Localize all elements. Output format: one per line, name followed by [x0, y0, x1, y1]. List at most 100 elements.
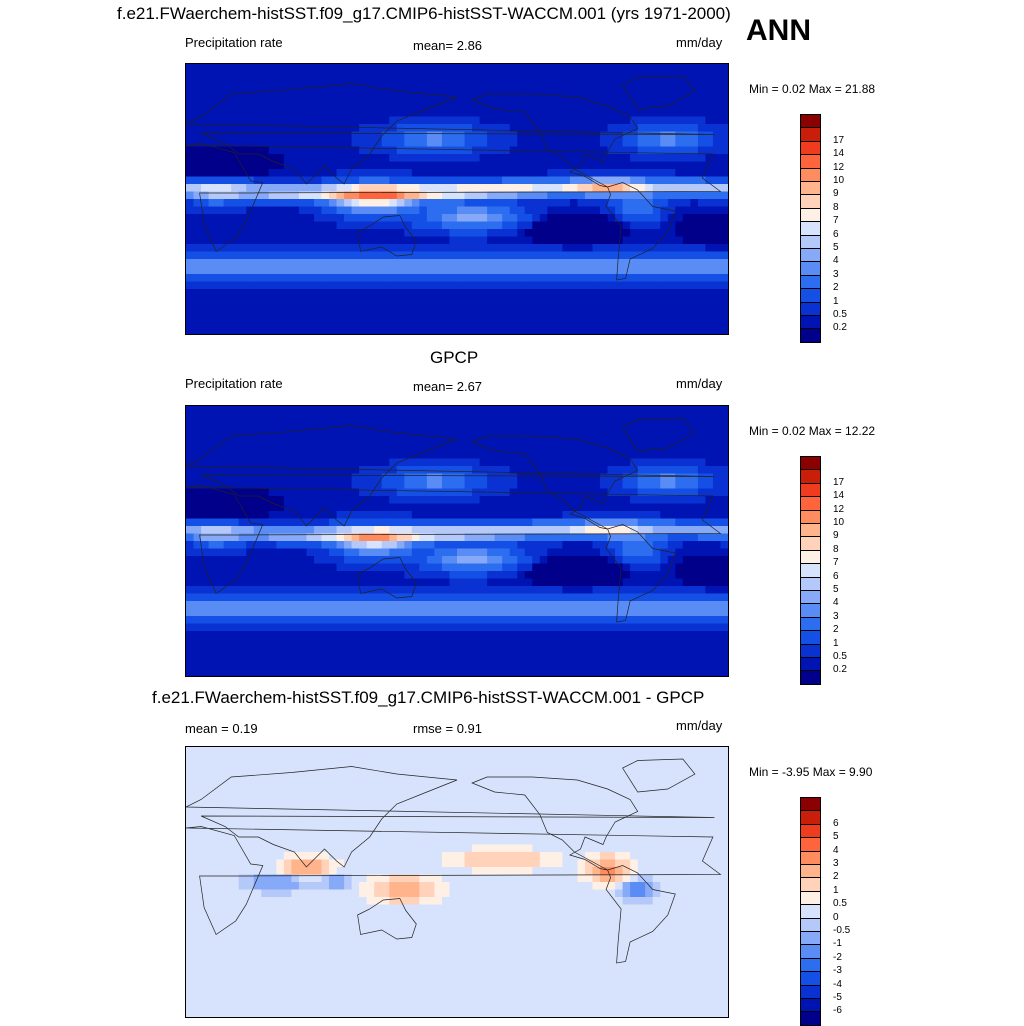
map-cell: [584, 586, 594, 595]
map-cell: [502, 229, 511, 238]
map-cell: [404, 281, 413, 290]
map-cell: [479, 488, 488, 497]
map-cell: [607, 109, 616, 118]
map-cell: [577, 206, 586, 215]
map-cell: [675, 541, 684, 550]
map-cell: [351, 541, 360, 550]
map-cell: [592, 161, 601, 170]
map-cell: [223, 586, 232, 595]
colorbar-tick-label: 6: [833, 228, 839, 240]
map-cell: [630, 413, 639, 422]
map-cell: [321, 488, 330, 497]
map-cell: [532, 214, 541, 223]
map-cell: [600, 473, 609, 482]
map-cell: [517, 281, 526, 290]
map-cell: [569, 578, 579, 587]
colorbar-cell: [800, 154, 821, 169]
map-cell: [652, 319, 661, 328]
map-cell: [472, 139, 481, 148]
map-cell: [216, 221, 225, 230]
map-cell: [434, 64, 443, 73]
map-cell: [652, 413, 661, 422]
map-cell: [517, 586, 526, 595]
map-cell: [705, 526, 714, 535]
map-cell: [682, 229, 691, 238]
map-cell: [389, 296, 398, 305]
map-cell: [193, 161, 202, 170]
map-cell: [321, 289, 330, 298]
map-cell: [208, 139, 217, 148]
map-cell: [261, 311, 270, 320]
map-cell: [479, 274, 488, 283]
map-cell: [276, 646, 285, 655]
map-cell: [562, 161, 571, 170]
map-cell: [389, 458, 398, 467]
map-cell: [479, 259, 488, 268]
map-cell: [283, 413, 292, 422]
map-cell: [554, 488, 563, 497]
map-cell: [652, 86, 661, 95]
map-cell: [381, 296, 390, 305]
map-cell: [652, 421, 661, 430]
map-cell: [201, 646, 210, 655]
map-cell: [472, 526, 481, 535]
map-cell: [201, 563, 210, 572]
map-cell: [464, 496, 473, 505]
map-cell: [479, 481, 488, 490]
map-cell: [667, 616, 676, 625]
map-cell: [682, 184, 691, 193]
map-cell: [344, 319, 353, 328]
map-cell: [554, 548, 563, 557]
map-cell: [645, 304, 654, 313]
map-cell: [276, 184, 285, 193]
map-cell: [479, 443, 488, 452]
map-cell: [426, 79, 436, 88]
map-cell: [637, 64, 646, 73]
map-cell: [336, 169, 345, 178]
map-cell: [464, 601, 473, 610]
map-cell: [441, 311, 451, 320]
map-cell: [667, 296, 676, 305]
map-cell: [208, 86, 217, 95]
map-cell: [630, 131, 639, 140]
map-cell: [374, 176, 383, 185]
map-cell: [261, 593, 270, 602]
map-cell: [720, 161, 728, 170]
map-cell: [268, 311, 277, 320]
map-cell: [494, 563, 503, 572]
map-cell: [411, 586, 420, 595]
map-cell: [690, 548, 699, 557]
map-cell: [509, 413, 518, 422]
map-cell: [374, 578, 383, 587]
map-cell: [208, 319, 217, 328]
map-cell: [547, 413, 556, 422]
map-cell: [554, 259, 563, 268]
map-cell: [494, 259, 503, 268]
map-cell: [321, 631, 330, 640]
map-cell: [268, 631, 277, 640]
map-cell: [532, 421, 541, 430]
map-cell: [502, 94, 511, 103]
map-cell: [712, 556, 722, 565]
map-cell: [434, 124, 443, 133]
map-cell: [487, 191, 496, 200]
map-cell: [607, 601, 616, 610]
map-cell: [539, 191, 548, 200]
map-cell: [276, 289, 285, 298]
map-cell: [607, 161, 616, 170]
map-cell: [366, 131, 375, 140]
map-cell: [351, 206, 360, 215]
map-cell: [381, 503, 390, 512]
map-cell: [449, 311, 458, 320]
map-cell: [645, 236, 654, 245]
map-cell: [374, 304, 383, 313]
map-cell: [336, 221, 345, 230]
map-cell: [201, 326, 210, 334]
map-cell: [652, 79, 661, 88]
map-cell: [464, 616, 473, 625]
map-cell: [223, 311, 232, 320]
map-cell: [554, 326, 563, 334]
map-cell: [577, 451, 586, 460]
map-cell: [434, 281, 443, 290]
map-cell: [261, 488, 270, 497]
